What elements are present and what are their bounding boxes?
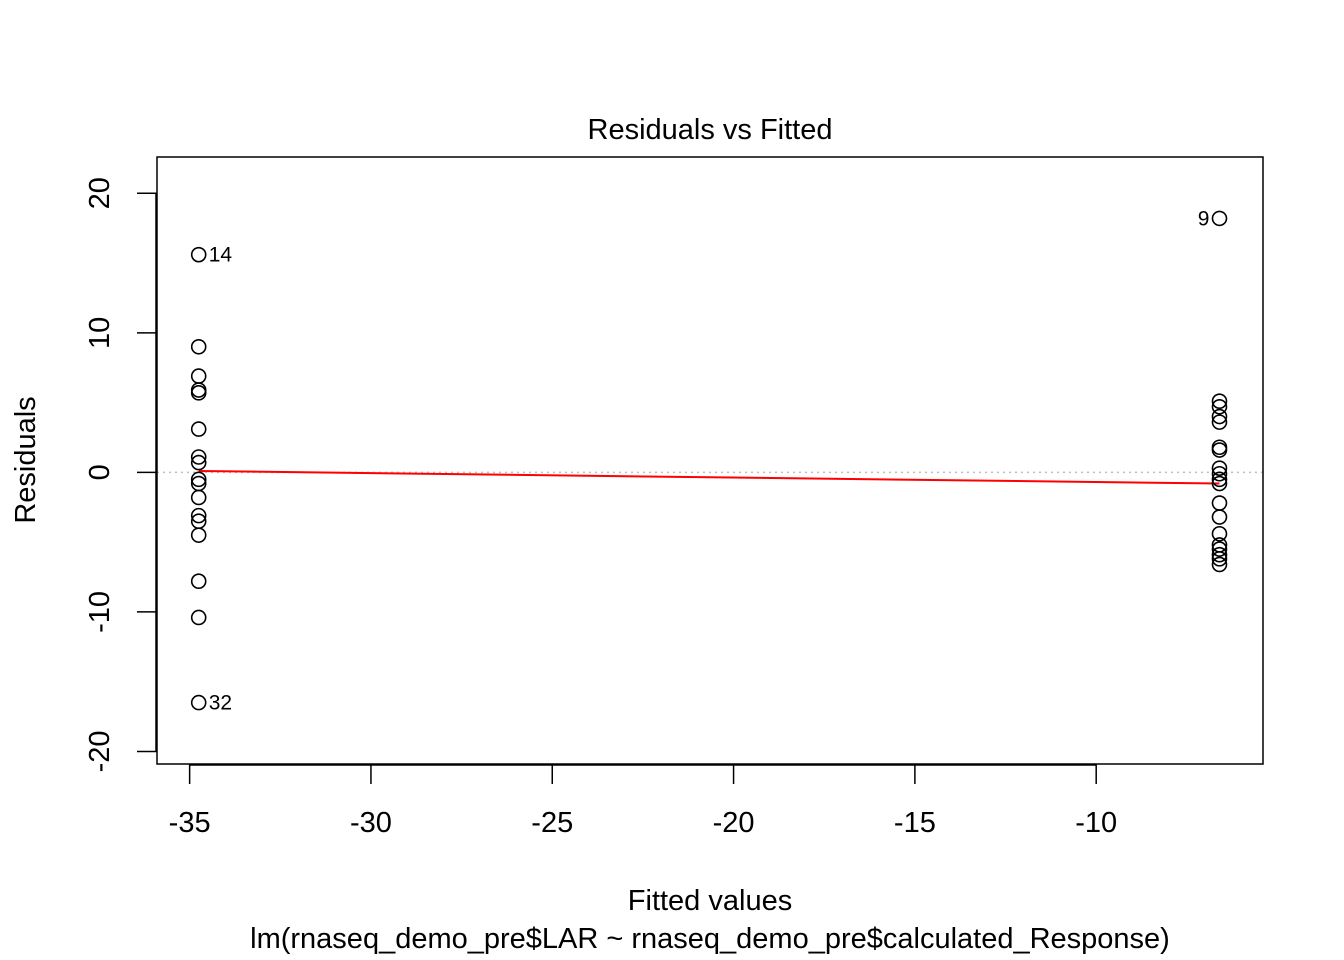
- residual-point: [1211, 525, 1228, 542]
- x-tick-label: -10: [1075, 807, 1117, 839]
- residual-point: [1211, 465, 1228, 482]
- x-axis-label: Fitted values: [628, 885, 792, 917]
- residual-point: [1211, 210, 1228, 227]
- x-tick-label: -15: [894, 807, 936, 839]
- point-labels: 14 32 9: [209, 207, 1210, 714]
- chart-title: Residuals vs Fitted: [588, 114, 833, 146]
- residual-point: [190, 573, 207, 590]
- y-tick-label: 0: [84, 464, 116, 480]
- residual-point: [190, 507, 207, 524]
- smoother-line: [198, 469, 1220, 485]
- residual-point: [1211, 414, 1228, 430]
- residual-point: [1211, 551, 1228, 567]
- residual-point: [190, 246, 207, 263]
- residual-point: [190, 527, 207, 543]
- residual-point: [190, 449, 207, 465]
- residual-point: [1211, 442, 1228, 458]
- residual-point: [1211, 408, 1228, 425]
- residual-point: [1211, 509, 1228, 525]
- residual-point: [1211, 460, 1228, 476]
- plot-frame: [156, 156, 1264, 765]
- x-tick-label: -25: [531, 807, 573, 839]
- x-axis-subtitle: lm(rnaseq_demo_pre$LAR ~ rnaseq_demo_pre…: [250, 923, 1170, 955]
- residual-point: [1211, 393, 1228, 409]
- residual-point: [190, 338, 207, 355]
- y-tick-label: -10: [84, 591, 116, 633]
- residual-point: [190, 609, 207, 626]
- residual-point: [1211, 398, 1228, 415]
- y-tick-label: 10: [84, 317, 116, 349]
- residual-points: [190, 210, 1228, 711]
- y-tick-label: 20: [84, 177, 116, 209]
- point-label: 14: [209, 244, 233, 267]
- x-tick-label: -20: [713, 807, 755, 839]
- y-tick-label: -20: [84, 730, 116, 772]
- x-tick-label: -30: [350, 807, 392, 839]
- y-axis-label: Residuals: [10, 396, 42, 523]
- residual-point: [190, 421, 207, 437]
- residual-point: [1211, 471, 1228, 488]
- residual-point: [190, 385, 207, 401]
- point-label: 32: [209, 692, 232, 715]
- residual-point: [1211, 546, 1228, 563]
- residual-point: [1211, 541, 1228, 557]
- residual-point: [1211, 475, 1228, 492]
- axes: -35 -30 -25 -20 -15 -10 -20 -10 0 10 20: [84, 177, 1117, 839]
- residual-point: [1211, 556, 1228, 573]
- residual-point: [190, 471, 207, 488]
- residual-point: [190, 694, 207, 711]
- smoother-path: [198, 469, 1220, 485]
- point-label: 9: [1198, 207, 1210, 230]
- residual-point: [190, 489, 207, 506]
- x-tick-label: -35: [169, 807, 211, 839]
- residual-point: [190, 454, 207, 471]
